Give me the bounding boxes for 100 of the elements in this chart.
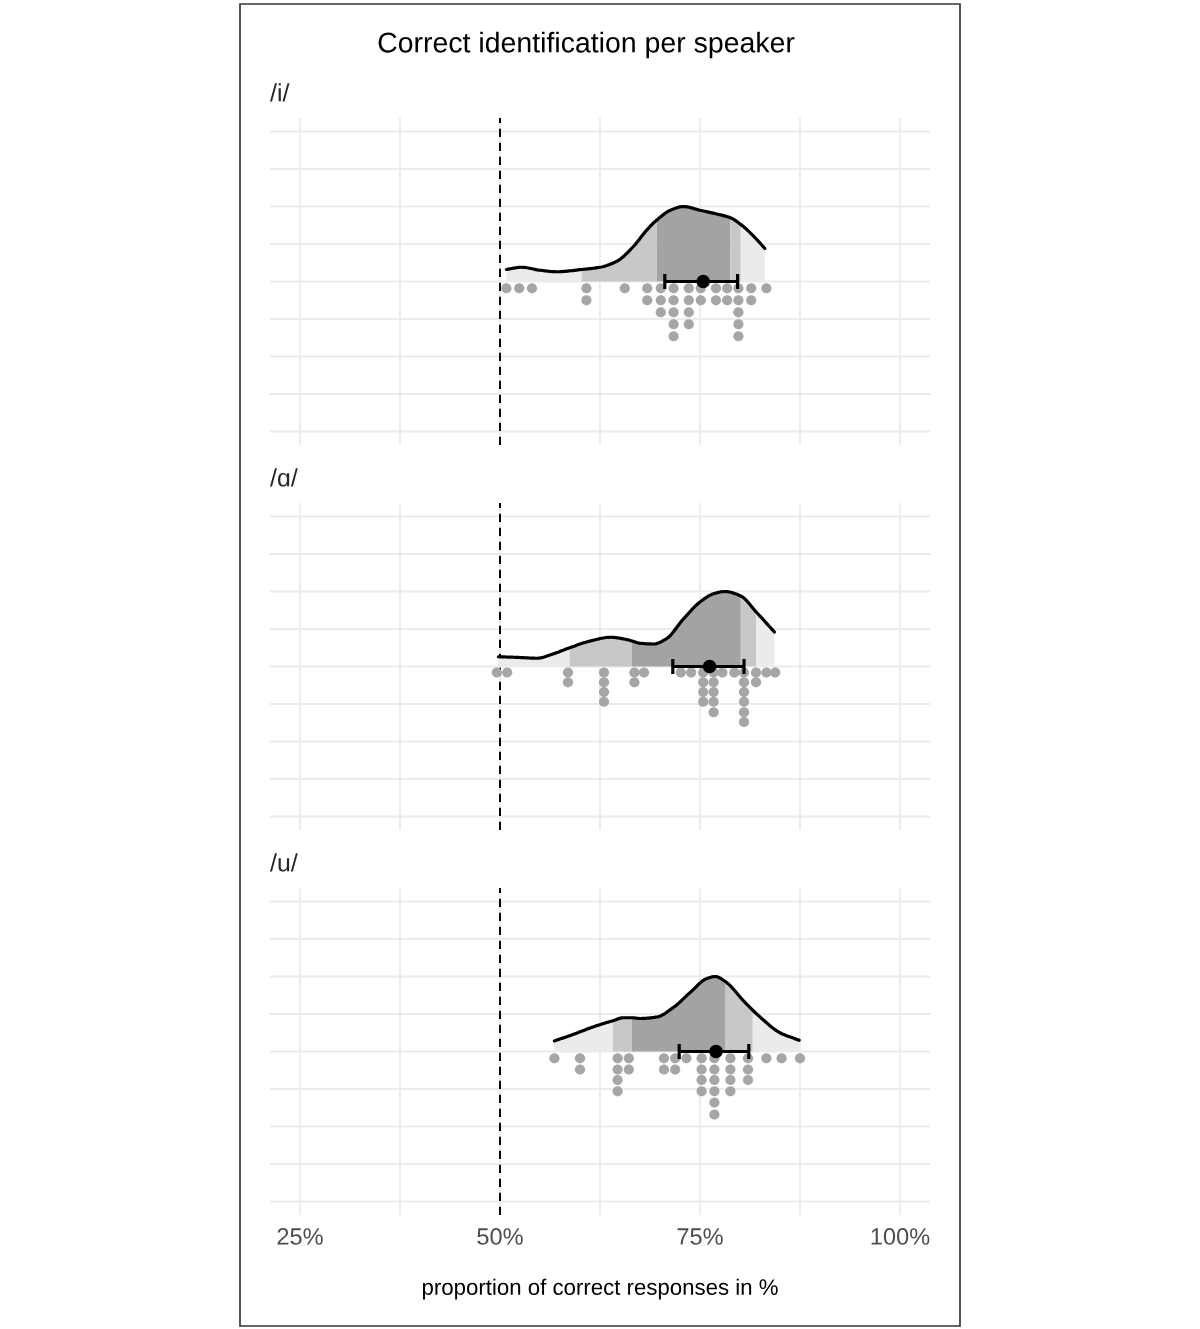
- point: [733, 319, 744, 330]
- point: [761, 1053, 772, 1064]
- point: [655, 307, 666, 318]
- point: [574, 1064, 586, 1075]
- point: [668, 307, 679, 318]
- point: [738, 696, 750, 707]
- chart-title: Correct identification per speaker: [378, 31, 795, 59]
- point: [695, 295, 706, 306]
- point: [675, 667, 686, 678]
- point: [698, 686, 709, 698]
- point: [709, 1086, 720, 1097]
- point: [709, 1074, 720, 1086]
- point: [668, 331, 679, 342]
- point: [702, 659, 717, 674]
- point: [709, 1097, 720, 1108]
- chart-subtitle: /u/: [270, 853, 298, 872]
- x-tick-label: 25%: [277, 1228, 323, 1245]
- point: [598, 696, 610, 707]
- point: [612, 1053, 623, 1064]
- point: [761, 667, 772, 678]
- point: [709, 1109, 720, 1120]
- point: [696, 1086, 707, 1097]
- point: [668, 319, 679, 330]
- chart-subtitle: /i/: [270, 83, 290, 102]
- point: [696, 1064, 707, 1075]
- point: [683, 283, 694, 294]
- point: [722, 295, 733, 306]
- point: [598, 677, 610, 688]
- point: [581, 283, 592, 294]
- point: [623, 1064, 634, 1075]
- point: [642, 295, 653, 306]
- point: [683, 319, 694, 330]
- point: [776, 1053, 787, 1064]
- point: [502, 667, 513, 678]
- point: [514, 283, 525, 294]
- point: [708, 686, 719, 698]
- x-tick-label: 100%: [871, 1228, 930, 1245]
- point: [658, 1064, 670, 1075]
- point: [612, 1086, 623, 1097]
- point: [717, 667, 728, 678]
- point: [733, 295, 744, 306]
- x-tick-label: 75%: [677, 1228, 723, 1245]
- point: [562, 667, 574, 678]
- point: [612, 1064, 623, 1075]
- point: [761, 283, 772, 294]
- point: [729, 667, 740, 678]
- x-tick-label: 50%: [477, 1228, 523, 1245]
- point: [733, 307, 744, 318]
- point: [738, 677, 750, 688]
- point: [655, 295, 666, 306]
- point: [698, 696, 709, 707]
- point: [738, 686, 750, 698]
- point: [629, 677, 640, 688]
- point: [708, 677, 719, 688]
- point: [642, 283, 653, 294]
- point: [794, 1053, 806, 1064]
- point: [581, 295, 592, 306]
- point: [526, 283, 538, 294]
- point: [668, 295, 679, 306]
- point: [696, 1053, 707, 1064]
- x-axis-title: proportion of correct responses in %: [422, 1278, 778, 1300]
- point: [668, 283, 679, 294]
- point: [733, 331, 744, 342]
- point: [619, 283, 630, 294]
- point: [725, 1053, 736, 1064]
- chart-subtitle: /ɑ/: [270, 468, 298, 487]
- point: [746, 283, 757, 294]
- point: [725, 1086, 736, 1097]
- point: [681, 1053, 692, 1064]
- point: [696, 1074, 707, 1086]
- point: [670, 1064, 681, 1075]
- point: [750, 677, 762, 688]
- point: [562, 677, 574, 688]
- point: [750, 667, 762, 678]
- point: [722, 283, 733, 294]
- point: [709, 1044, 723, 1059]
- point: [698, 677, 709, 688]
- point: [709, 1064, 720, 1075]
- point: [708, 696, 719, 707]
- point: [501, 283, 512, 294]
- point: [549, 1053, 560, 1064]
- point: [742, 1064, 754, 1075]
- point: [725, 1074, 736, 1086]
- point: [696, 274, 710, 289]
- point: [638, 667, 650, 678]
- point: [738, 716, 750, 728]
- point: [683, 295, 694, 306]
- point: [598, 667, 610, 678]
- point: [708, 707, 719, 718]
- point: [746, 295, 757, 306]
- point: [598, 686, 610, 698]
- point: [574, 1053, 586, 1064]
- point: [629, 667, 640, 678]
- point: [612, 1074, 623, 1086]
- point: [686, 667, 697, 678]
- point: [770, 667, 781, 678]
- point: [738, 707, 750, 718]
- point: [710, 295, 722, 306]
- point: [658, 1053, 670, 1064]
- point: [742, 1074, 754, 1086]
